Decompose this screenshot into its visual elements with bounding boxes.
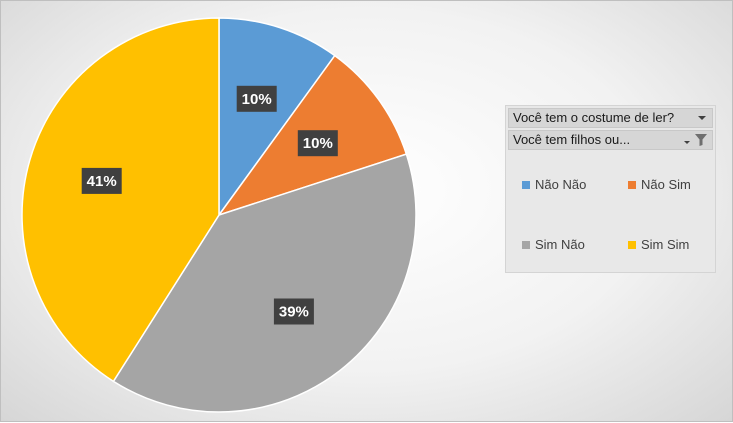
data-label-box (273, 298, 314, 325)
filter-field-reading-habit[interactable]: Você tem o costume de ler? (508, 108, 713, 128)
legend-swatch (628, 240, 636, 249)
data-label-text: 39% (279, 304, 309, 321)
data-label: 39% (273, 298, 314, 325)
chevron-down-icon[interactable] (698, 116, 706, 120)
legend-swatch (522, 180, 530, 189)
legend-item[interactable]: Sim Não (522, 238, 585, 252)
data-label: 10% (297, 130, 338, 157)
legend-item[interactable]: Não Não (522, 178, 586, 192)
data-label-box (236, 85, 277, 112)
pie-slice[interactable] (21, 17, 220, 383)
data-label-box (297, 130, 338, 157)
data-label-text: 10% (242, 91, 272, 108)
legend-label: Sim Sim (641, 237, 690, 252)
filter-icon[interactable] (694, 133, 708, 147)
legend-panel: Você tem o costume de ler? Você tem filh… (505, 105, 716, 273)
data-label-text: 10% (303, 135, 333, 152)
chevron-down-icon[interactable] (684, 141, 690, 144)
pie-slice[interactable] (218, 17, 336, 218)
legend-swatch (522, 240, 530, 249)
filter-field-children[interactable]: Você tem filhos ou... (508, 130, 713, 150)
legend-label: Não Não (535, 177, 587, 192)
legend-label: Sim Não (535, 237, 585, 252)
data-label: 10% (236, 85, 277, 112)
legend-label: Não Sim (641, 177, 691, 192)
filter-field-label: Você tem o costume de ler? (513, 110, 675, 125)
legend-item[interactable]: Sim Sim (628, 238, 689, 252)
data-label-box (81, 167, 122, 194)
data-label-text: 41% (87, 173, 117, 190)
legend-item[interactable]: Não Sim (628, 178, 691, 192)
filter-field-label: Você tem filhos ou... (513, 132, 631, 147)
pie-slice[interactable] (112, 153, 417, 413)
data-label: 41% (81, 167, 122, 194)
legend-swatch (628, 180, 636, 189)
